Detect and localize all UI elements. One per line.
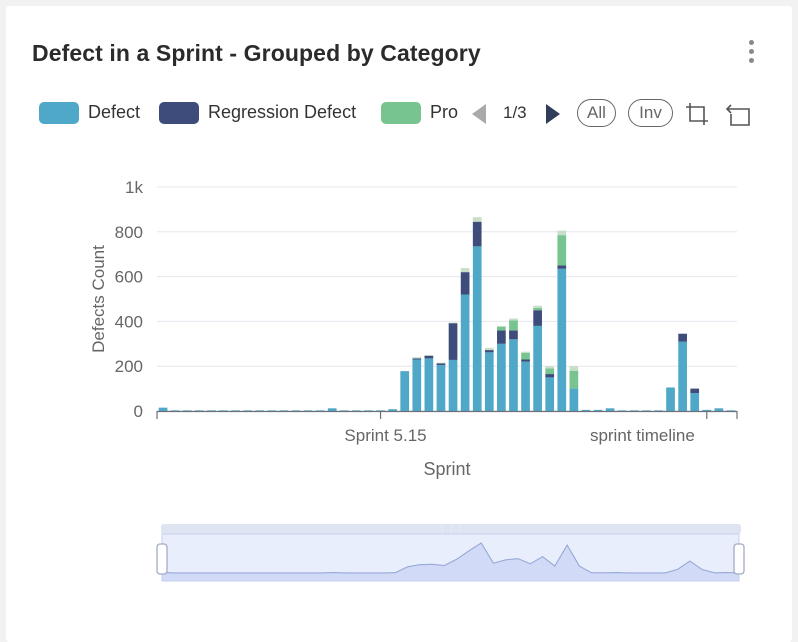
legend-label-defect: Defect	[88, 102, 141, 122]
legend-page-number: 1/3	[503, 103, 527, 122]
legend-item-regression-defect[interactable]: Regression Defect	[159, 98, 369, 128]
legend-swatch-pro	[381, 102, 421, 124]
legend-swatch-regression-defect	[159, 102, 199, 124]
legend-item-defect[interactable]: Defect	[39, 98, 159, 128]
legend-label-regression-defect: Regression Defect	[208, 102, 357, 122]
chart-title: Defect in a Sprint - Grouped by Category	[32, 40, 481, 66]
legend-item-pro[interactable]: Pro	[381, 98, 461, 128]
next-page-icon[interactable]	[546, 104, 560, 124]
undo-icon[interactable]	[726, 101, 752, 127]
legend-swatch-defect	[39, 102, 79, 124]
legend-label-pro: Pro	[430, 102, 458, 122]
crop-icon[interactable]	[684, 101, 710, 127]
more-vertical-icon[interactable]	[744, 40, 758, 70]
inverse-selection-button[interactable]: Inv	[628, 99, 673, 127]
prev-page-icon[interactable]	[472, 104, 486, 124]
select-all-button[interactable]: All	[577, 99, 616, 127]
